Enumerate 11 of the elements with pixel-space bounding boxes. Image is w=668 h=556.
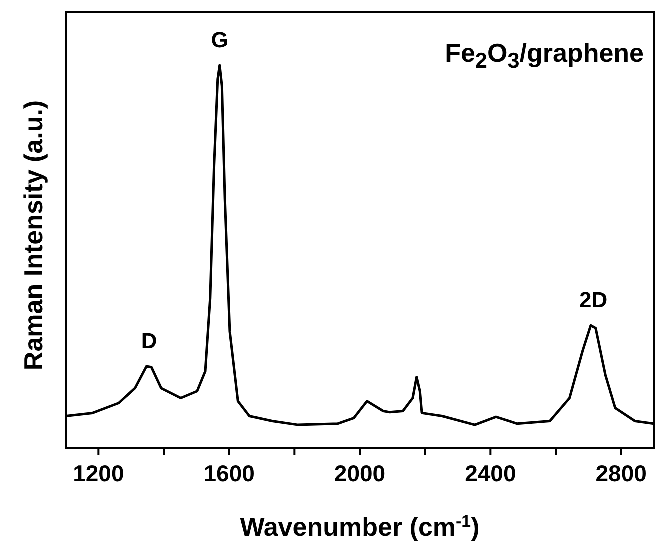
annotation: G bbox=[211, 28, 228, 53]
x-tick-label: 2800 bbox=[596, 460, 647, 486]
x-tick-label: 2400 bbox=[465, 460, 516, 486]
y-axis-title: Raman Intensity (a.u.) bbox=[18, 100, 50, 370]
x-tick-label: 1200 bbox=[73, 460, 124, 486]
annotation: D bbox=[141, 328, 158, 354]
x-tick-label: 2000 bbox=[334, 460, 386, 486]
x-tick-label: 1600 bbox=[204, 460, 255, 486]
annotation: Fe$_{2}$O$_{3}$/graphene bbox=[445, 38, 644, 74]
annotation: 2D bbox=[580, 288, 608, 313]
x-axis-title: Wavenumber (cm$^{-1}$) bbox=[240, 512, 480, 542]
